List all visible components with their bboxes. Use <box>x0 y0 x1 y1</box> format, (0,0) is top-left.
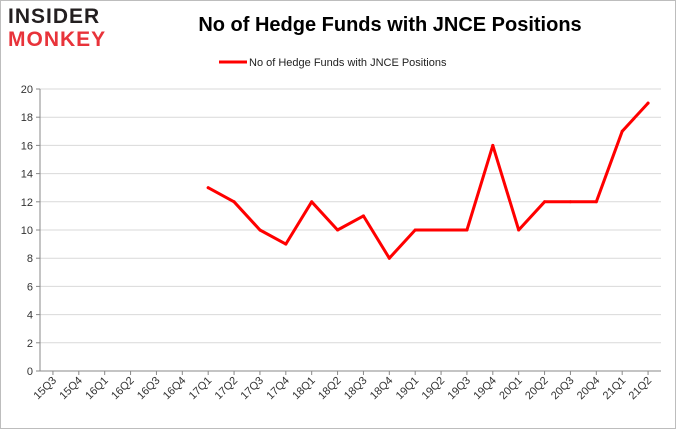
x-tick-label-21Q2: 21Q2 <box>627 375 655 403</box>
y-tick-label-0: 0 <box>27 366 33 378</box>
insider-monkey-logo: INSIDER MONKEY <box>8 6 128 50</box>
x-tick-label-19Q2: 19Q2 <box>420 375 448 403</box>
logo-line-2: MONKEY <box>8 28 107 51</box>
x-tick-label-18Q1: 18Q1 <box>290 375 318 403</box>
x-tick-label-17Q4: 17Q4 <box>264 375 292 403</box>
data-point-20Q2 <box>543 200 547 204</box>
chart-title: No of Hedge Funds with JNCE Positions <box>198 14 582 36</box>
data-point-19Q2 <box>439 228 443 232</box>
x-tick-label-16Q3: 16Q3 <box>135 375 163 403</box>
data-point-18Q4 <box>387 256 391 260</box>
data-point-20Q1 <box>517 228 521 232</box>
series-line-0 <box>206 101 650 260</box>
y-tick-label-18: 18 <box>21 112 33 124</box>
data-point-21Q1 <box>620 129 624 133</box>
y-tick-label-8: 8 <box>27 253 33 265</box>
x-tick-label-19Q1: 19Q1 <box>394 375 422 403</box>
x-tick-label-20Q1: 20Q1 <box>497 375 525 403</box>
data-point-20Q3 <box>568 200 572 204</box>
x-tick-label-15Q3: 15Q3 <box>32 375 60 403</box>
data-point-18Q2 <box>336 228 340 232</box>
x-tick-label-16Q1: 16Q1 <box>83 375 111 403</box>
data-point-17Q3 <box>258 228 262 232</box>
x-tick-label-16Q2: 16Q2 <box>109 375 137 403</box>
y-tick-label-14: 14 <box>21 169 33 181</box>
data-point-21Q2 <box>646 101 650 105</box>
y-tick-label-12: 12 <box>21 197 33 209</box>
x-tick-label-18Q4: 18Q4 <box>368 375 396 403</box>
data-point-17Q4 <box>284 242 288 246</box>
x-tick-label-16Q4: 16Q4 <box>161 375 189 403</box>
y-tick-label-6: 6 <box>27 281 33 293</box>
data-point-19Q4 <box>491 143 495 147</box>
x-tick-label-20Q4: 20Q4 <box>575 375 603 403</box>
data-point-17Q2 <box>232 200 236 204</box>
logo-line-1: INSIDER <box>8 5 101 28</box>
x-tick-label-19Q4: 19Q4 <box>471 375 499 403</box>
y-tick-label-20: 20 <box>21 84 33 96</box>
legend-label-0: No of Hedge Funds with JNCE Positions <box>249 57 447 69</box>
y-tick-label-16: 16 <box>21 140 33 152</box>
data-point-19Q3 <box>465 228 469 232</box>
y-tick-label-2: 2 <box>27 338 33 350</box>
x-tick-label-20Q3: 20Q3 <box>549 375 577 403</box>
data-point-18Q1 <box>310 200 314 204</box>
x-tick-label-20Q2: 20Q2 <box>523 375 551 403</box>
x-tick-label-17Q1: 17Q1 <box>187 375 215 403</box>
x-tick-label-17Q2: 17Q2 <box>213 375 241 403</box>
data-point-20Q4 <box>594 200 598 204</box>
y-tick-label-4: 4 <box>27 310 33 322</box>
x-tick-label-18Q3: 18Q3 <box>342 375 370 403</box>
data-point-19Q1 <box>413 228 417 232</box>
y-tick-label-10: 10 <box>21 225 33 237</box>
data-point-17Q1 <box>206 186 210 190</box>
x-tick-label-15Q4: 15Q4 <box>57 375 85 403</box>
x-tick-label-21Q1: 21Q1 <box>601 375 629 403</box>
x-tick-label-18Q2: 18Q2 <box>316 375 344 403</box>
x-tick-label-17Q3: 17Q3 <box>239 375 267 403</box>
data-point-18Q3 <box>361 214 365 218</box>
x-tick-label-19Q3: 19Q3 <box>446 375 474 403</box>
